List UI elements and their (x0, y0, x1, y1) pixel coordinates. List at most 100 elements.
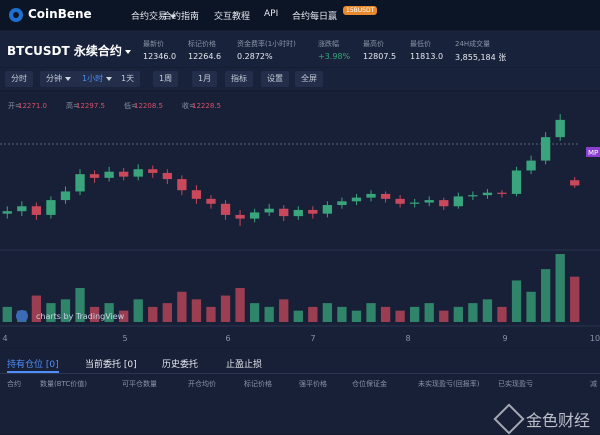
positions-panel: 持有仓位 [0] 当前委托 [0] 历史委托 止盈止损 合约 数量(BTC价值) 可平仓数量… (0, 349, 600, 435)
volume-bar (380, 306, 391, 322)
candle-body (482, 192, 493, 196)
candle-body (526, 160, 536, 171)
stat-value: 12264.6 (188, 52, 222, 61)
position-tab[interactable]: 当前委托 [0] (85, 360, 137, 370)
nav-badge[interactable]: 15BUSDT (343, 6, 378, 15)
toolbar-button[interactable]: 1周 (153, 71, 179, 87)
legend-value: 12208.5 (134, 102, 163, 110)
candle-body (439, 200, 449, 207)
candle-body (191, 190, 202, 199)
ticker-bar: BTCUSDT 永续合约 最新价 12346.0 标记价格 12264.6 资金费率(1… (0, 31, 600, 67)
logo[interactable]: CoinBene (28, 7, 92, 21)
toolbar-button[interactable]: 指标 (225, 71, 253, 87)
toolbar-button[interactable]: 1月 (192, 71, 218, 87)
volume-bar (220, 295, 231, 322)
candle-body (89, 174, 100, 178)
volume-bar (133, 299, 143, 322)
candle-body (206, 198, 216, 204)
price-badge: MP (588, 149, 598, 157)
candle-body (279, 208, 289, 217)
candle-body (570, 180, 580, 186)
candle-body (220, 203, 231, 215)
column-header: 减 (590, 380, 597, 388)
nav-item[interactable]: API (264, 9, 279, 19)
stat-value: +3.98% (318, 52, 351, 61)
candle-body (540, 137, 551, 161)
volume-bar (526, 291, 536, 322)
candle-body (177, 179, 187, 191)
toolbar-button[interactable]: 1小时 (76, 71, 119, 87)
position-tab[interactable]: 历史委托 (162, 360, 199, 370)
volume-bar (264, 306, 274, 322)
stat-label: 最新价 (143, 40, 164, 48)
nav-item[interactable]: 合约交易 (131, 9, 177, 22)
legend-label: 收= (182, 101, 195, 110)
candle-body (424, 200, 434, 203)
candle-body (249, 212, 260, 219)
volume-bar (89, 306, 100, 322)
volume-bar (177, 291, 187, 322)
candle-body (511, 170, 522, 194)
nav-item[interactable]: 合约每日赢 (292, 12, 338, 22)
stat-label: 最高价 (363, 40, 384, 48)
volume-bar (2, 306, 12, 322)
column-header: 数量(BTC价值) (40, 380, 88, 388)
candle-body (2, 211, 12, 214)
toolbar-button[interactable]: 1天 (115, 71, 141, 87)
volume-bar (424, 303, 434, 322)
watermark-icon (493, 403, 525, 435)
volume-bar (46, 303, 56, 322)
candle-body (133, 169, 143, 177)
symbol[interactable]: BTCUSDT 永续合约 (7, 42, 131, 59)
stat-value: 3,855,184 张 (455, 53, 507, 62)
volume-bar (119, 310, 129, 322)
candle-body (380, 193, 391, 199)
column-header: 标记价格 (244, 380, 272, 388)
candle-body (308, 209, 318, 214)
candle-body (162, 172, 172, 180)
candle-body (148, 169, 158, 173)
volume-bar (410, 306, 420, 322)
volume-bar (206, 306, 216, 322)
candle-body (31, 206, 42, 215)
volume-bar (497, 306, 507, 322)
logo-icon (9, 8, 23, 22)
x-tick-label: 7 (310, 334, 315, 343)
volume-bar (453, 306, 463, 322)
toolbar-button[interactable]: 全屏 (295, 71, 323, 87)
volume-bar (235, 288, 245, 322)
candle-body (366, 193, 376, 198)
legend-value: 12271.0 (18, 102, 47, 110)
volume-bar (60, 299, 71, 322)
position-tab[interactable]: 持有仓位 [0] (7, 360, 59, 370)
stat-label: 资金费率(1小时时) (237, 40, 296, 48)
toolbar-button[interactable]: 分时 (5, 71, 33, 87)
x-tick-label: 8 (405, 334, 410, 343)
legend-label: 低= (124, 101, 137, 110)
watermark: charts by TradingView (36, 312, 125, 321)
nav-item[interactable]: 交互教程 (214, 12, 251, 22)
toolbar-button[interactable]: 设置 (261, 71, 289, 87)
stat-value: 12346.0 (143, 52, 177, 61)
x-tick-label: 10 (590, 334, 600, 343)
volume-bar (31, 295, 42, 322)
stat-value: 12807.5 (363, 52, 397, 61)
position-tab[interactable]: 止盈止损 (226, 360, 263, 370)
candle-body (60, 191, 71, 201)
volume-bar (511, 280, 522, 322)
volume-bar (308, 306, 318, 322)
x-tick-label: 5 (122, 334, 127, 343)
volume-bar (351, 310, 362, 322)
volume-bar (75, 288, 85, 322)
nav-item[interactable]: 合约指南 (163, 12, 200, 22)
toolbar-button[interactable]: 分钟 (40, 71, 77, 87)
footer-watermark: 金色财经 (526, 411, 591, 430)
volume-bar (322, 303, 333, 322)
volume-bar (191, 299, 202, 322)
candle-body (75, 174, 85, 192)
volume-bar (148, 306, 158, 322)
candle-body (395, 198, 405, 204)
stat-label: 标记价格 (188, 40, 216, 48)
chart: 开=12271.0 高=12297.5 低=12208.5 收=12228.5 MP ch… (0, 92, 600, 348)
candle-body (497, 192, 507, 194)
